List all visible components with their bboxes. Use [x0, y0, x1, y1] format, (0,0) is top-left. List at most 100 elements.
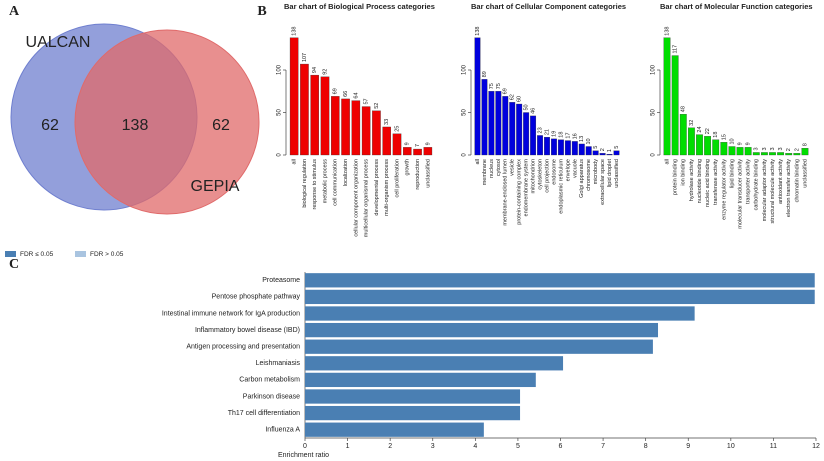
x-tick-label: cytoskeleton: [538, 159, 544, 190]
bar: [305, 389, 521, 404]
y-tick-label: Inflammatory bowel disease (IBD): [195, 327, 300, 334]
bar: [801, 148, 809, 156]
chart-title: Bar chart of Biological Process categori…: [284, 2, 435, 11]
bar: [785, 153, 793, 156]
bar: [578, 143, 585, 156]
x-tick-label: cellular component organization: [353, 159, 359, 237]
y-tick-label: Influenza A: [265, 427, 300, 434]
panel-label: A: [9, 4, 20, 19]
panel-label: C: [9, 257, 19, 272]
x-tick-label: 6: [559, 443, 563, 450]
value-label: 5: [614, 146, 620, 149]
x-tick-label: electron transfer activity: [786, 159, 792, 217]
x-tick-label: endoplasmic reticulum: [558, 159, 564, 214]
bar: [551, 138, 557, 156]
x-tick-label: biological regulation: [302, 159, 308, 208]
bar: [736, 147, 744, 156]
value-label: 9: [738, 142, 744, 145]
x-tick-label: 7: [601, 443, 605, 450]
bar: [331, 96, 340, 156]
bar: [305, 322, 659, 338]
value-label: 50: [524, 104, 530, 110]
x-tick-label: cytosol: [496, 159, 502, 176]
bar: [392, 133, 402, 156]
bar: [679, 114, 687, 156]
intersection-count: 138: [122, 117, 149, 134]
x-tick-label: hydrolase activity: [689, 159, 695, 201]
value-label: 138: [475, 27, 481, 36]
x-tick-label: nucleotide binding: [697, 159, 703, 203]
x-tick-label: transporter activity: [746, 159, 752, 204]
bar: [564, 140, 571, 156]
value-label: 24: [697, 126, 703, 132]
x-tick-label: structural molecule activity: [770, 159, 776, 224]
value-label: 92: [322, 69, 328, 75]
x-tick-label: envelope: [565, 159, 571, 181]
x-tick-label: 3: [431, 443, 435, 450]
value-label: 10: [729, 138, 735, 144]
y-tick-label: 0: [462, 153, 468, 157]
bar: [712, 139, 720, 156]
bar: [495, 91, 502, 156]
set-count: 62: [41, 117, 59, 134]
bar: [305, 339, 653, 354]
x-tick-label: cell projection: [544, 159, 550, 193]
bar: [728, 146, 736, 156]
value-label: 3: [754, 147, 760, 150]
value-label: 52: [374, 103, 380, 109]
y-tick-label: Carbon metabolism: [239, 377, 300, 384]
x-tick-label: 1: [346, 443, 350, 450]
bar: [509, 102, 516, 156]
value-label: 3: [762, 147, 768, 150]
x-tick-label: nucleus: [489, 159, 495, 178]
x-tick-label: unclassified: [614, 159, 620, 188]
bar: [687, 127, 695, 156]
y-tick-label: Parkinson disease: [243, 393, 300, 400]
value-label: 19: [551, 131, 557, 137]
value-label: 23: [538, 127, 544, 133]
x-tick-label: 5: [516, 443, 520, 450]
x-axis-label: Enrichment ratio: [278, 452, 329, 459]
value-label: 48: [681, 106, 687, 112]
value-label: 3: [778, 147, 784, 150]
bar: [537, 135, 543, 156]
y-tick-label: 50: [651, 109, 657, 116]
x-tick-label: lipid droplet: [607, 159, 613, 188]
x-tick-label: 0: [303, 443, 307, 450]
x-tick-label: carbohydrate binding: [754, 159, 760, 210]
legend-label: FDR > 0.05: [90, 251, 124, 258]
value-label: 22: [705, 128, 711, 134]
bar: [744, 147, 752, 156]
y-tick-label: Pentose phosphate pathway: [212, 294, 301, 301]
bar: [300, 63, 309, 156]
value-label: 2: [600, 148, 606, 151]
bar: [516, 103, 523, 156]
value-label: 15: [721, 134, 727, 140]
x-tick-label: ion binding: [681, 159, 687, 186]
bar: [372, 110, 381, 156]
x-tick-label: endomembrane system: [524, 159, 530, 217]
x-tick-label: protein-containing complex: [517, 159, 523, 225]
panel-label: B: [257, 4, 266, 19]
value-label: 46: [531, 108, 537, 114]
bar: [289, 37, 299, 156]
x-tick-label: developmental process: [374, 159, 380, 216]
value-label: 69: [333, 88, 339, 94]
x-tick-label: multicellular organismal process: [364, 159, 370, 238]
y-tick-label: 100: [651, 64, 657, 75]
bar: [481, 79, 488, 156]
y-tick-label: Proteasome: [262, 277, 300, 284]
bar: [592, 150, 599, 156]
x-tick-label: metabolic process: [322, 159, 328, 204]
bar: [557, 139, 564, 156]
bar: [403, 147, 412, 156]
x-tick-label: 10: [727, 443, 735, 450]
x-tick-label: all: [475, 159, 481, 165]
value-label: 107: [302, 53, 308, 62]
value-label: 75: [496, 83, 502, 89]
x-tick-label: microbody: [593, 159, 599, 185]
x-tick-label: chromatin binding: [794, 159, 800, 202]
bar: [361, 106, 371, 156]
bar: [793, 153, 801, 156]
